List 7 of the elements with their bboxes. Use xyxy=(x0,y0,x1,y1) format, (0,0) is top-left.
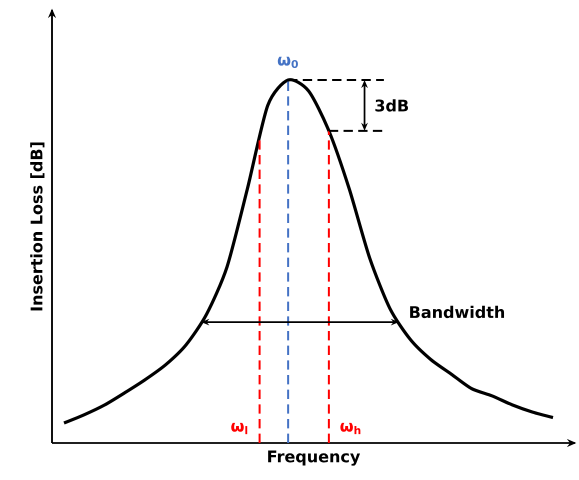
text: ω$_{0}$ xyxy=(278,56,298,68)
y-axis-title: Insertion Loss [dB] xyxy=(30,142,44,310)
annotation: 3dB xyxy=(375,99,408,112)
annotation: ω$_{l}$ xyxy=(231,422,248,434)
x-axis-title: Frequency xyxy=(268,450,360,466)
annotation: ω$_{h}$ xyxy=(340,422,360,434)
annotation: Bandwidth xyxy=(410,306,504,318)
